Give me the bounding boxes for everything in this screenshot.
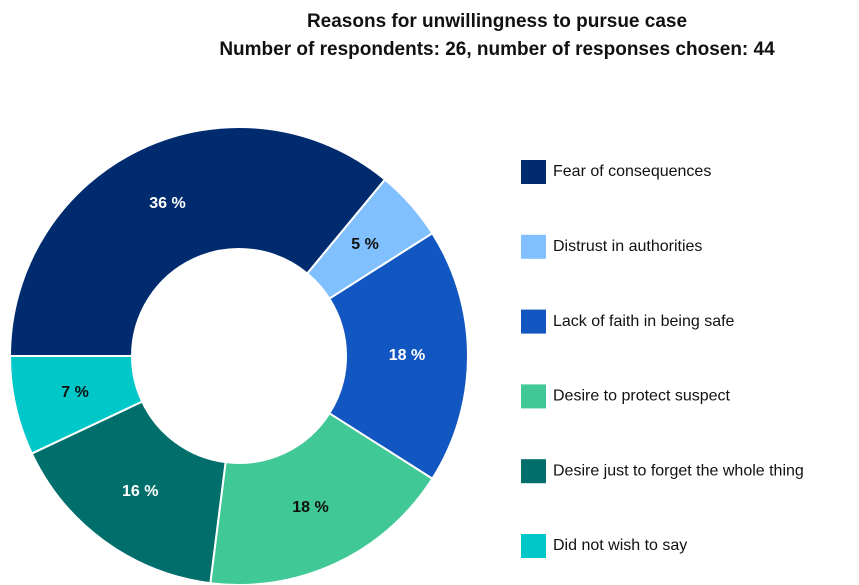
chart-subtitle: Number of respondents: 26, number of res… [219,39,775,60]
legend-label: Lack of faith in being safe [553,313,735,330]
legend-label: Did not wish to say [553,537,687,554]
donut-slice [209,411,434,585]
donut-slice [8,355,144,455]
donut-slice [327,231,469,481]
legend-label: Desire to protect suspect [553,388,731,405]
data-label: 18 % [292,499,328,516]
legend-swatch [521,534,546,558]
donut-slice [30,400,227,585]
data-label: 36 % [149,195,185,212]
legend-label: Desire just to forget the whole thing [553,462,804,479]
legend-label: Distrust in authorities [553,238,702,255]
data-label: 18 % [389,347,425,364]
legend-swatch [521,384,546,409]
legend-label: Fear of consequences [553,163,711,180]
data-label: 7 % [61,384,89,401]
legend-swatch [521,160,546,184]
chart-title: Reasons for unwillingness to pursue case [307,11,687,32]
legend-swatch [521,459,546,484]
data-label: 16 % [122,483,158,500]
legend-swatch [521,234,546,259]
donut-slice [8,126,387,357]
legend-swatch [521,309,546,334]
data-label: 5 % [351,236,379,253]
